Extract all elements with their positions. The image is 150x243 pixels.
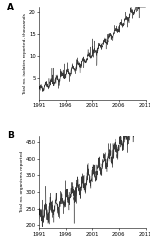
- Text: B: B: [7, 131, 14, 140]
- Y-axis label: Total no. isolates reported, thousands: Total no. isolates reported, thousands: [23, 13, 27, 95]
- Text: A: A: [7, 3, 14, 12]
- Y-axis label: Total no. organisms reported: Total no. organisms reported: [20, 151, 24, 213]
